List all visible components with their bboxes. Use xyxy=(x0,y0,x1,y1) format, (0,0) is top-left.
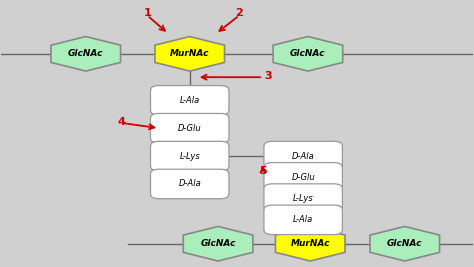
Text: 3: 3 xyxy=(264,71,272,81)
FancyBboxPatch shape xyxy=(264,184,342,213)
Text: 2: 2 xyxy=(236,8,243,18)
FancyBboxPatch shape xyxy=(151,169,229,199)
Text: MurNAc: MurNAc xyxy=(291,239,330,248)
Polygon shape xyxy=(370,226,439,261)
Polygon shape xyxy=(155,37,225,71)
FancyBboxPatch shape xyxy=(264,163,342,192)
FancyBboxPatch shape xyxy=(151,85,229,115)
FancyBboxPatch shape xyxy=(151,113,229,143)
Text: GlcNAc: GlcNAc xyxy=(290,49,326,58)
Polygon shape xyxy=(275,226,345,261)
Text: GlcNAc: GlcNAc xyxy=(387,239,422,248)
Text: L-Lys: L-Lys xyxy=(179,152,200,160)
Text: L-Ala: L-Ala xyxy=(180,96,200,105)
Text: D-Ala: D-Ala xyxy=(178,179,201,189)
Text: MurNAc: MurNAc xyxy=(170,49,210,58)
Text: D-Glu: D-Glu xyxy=(178,124,201,133)
Text: 1: 1 xyxy=(143,8,151,18)
Polygon shape xyxy=(183,226,253,261)
Text: D-Glu: D-Glu xyxy=(292,173,315,182)
Polygon shape xyxy=(273,37,343,71)
FancyBboxPatch shape xyxy=(264,205,342,235)
Text: D-Ala: D-Ala xyxy=(292,152,315,160)
Text: GlcNAc: GlcNAc xyxy=(201,239,236,248)
Text: GlcNAc: GlcNAc xyxy=(68,49,103,58)
Text: 4: 4 xyxy=(117,117,125,127)
Text: L-Lys: L-Lys xyxy=(293,194,313,203)
Text: 5: 5 xyxy=(259,166,267,176)
Polygon shape xyxy=(51,37,120,71)
FancyBboxPatch shape xyxy=(151,141,229,171)
FancyBboxPatch shape xyxy=(264,141,342,171)
Text: L-Ala: L-Ala xyxy=(293,215,313,224)
